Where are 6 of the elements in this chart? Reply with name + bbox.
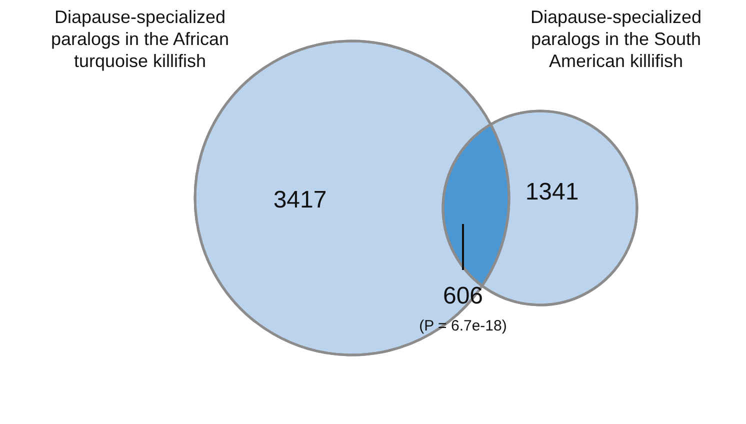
data-label: 606 bbox=[442, 282, 484, 310]
text: (P = 6.7e-18) bbox=[419, 318, 507, 334]
category-label: Diapause-specialized paralogs in the South American killifish bbox=[530, 7, 702, 71]
category-label: Diapause-specialized paralogs in the African turquoise killifish bbox=[50, 7, 230, 71]
data-label: 3417 bbox=[273, 186, 327, 214]
data-label: 1341 bbox=[525, 178, 579, 206]
